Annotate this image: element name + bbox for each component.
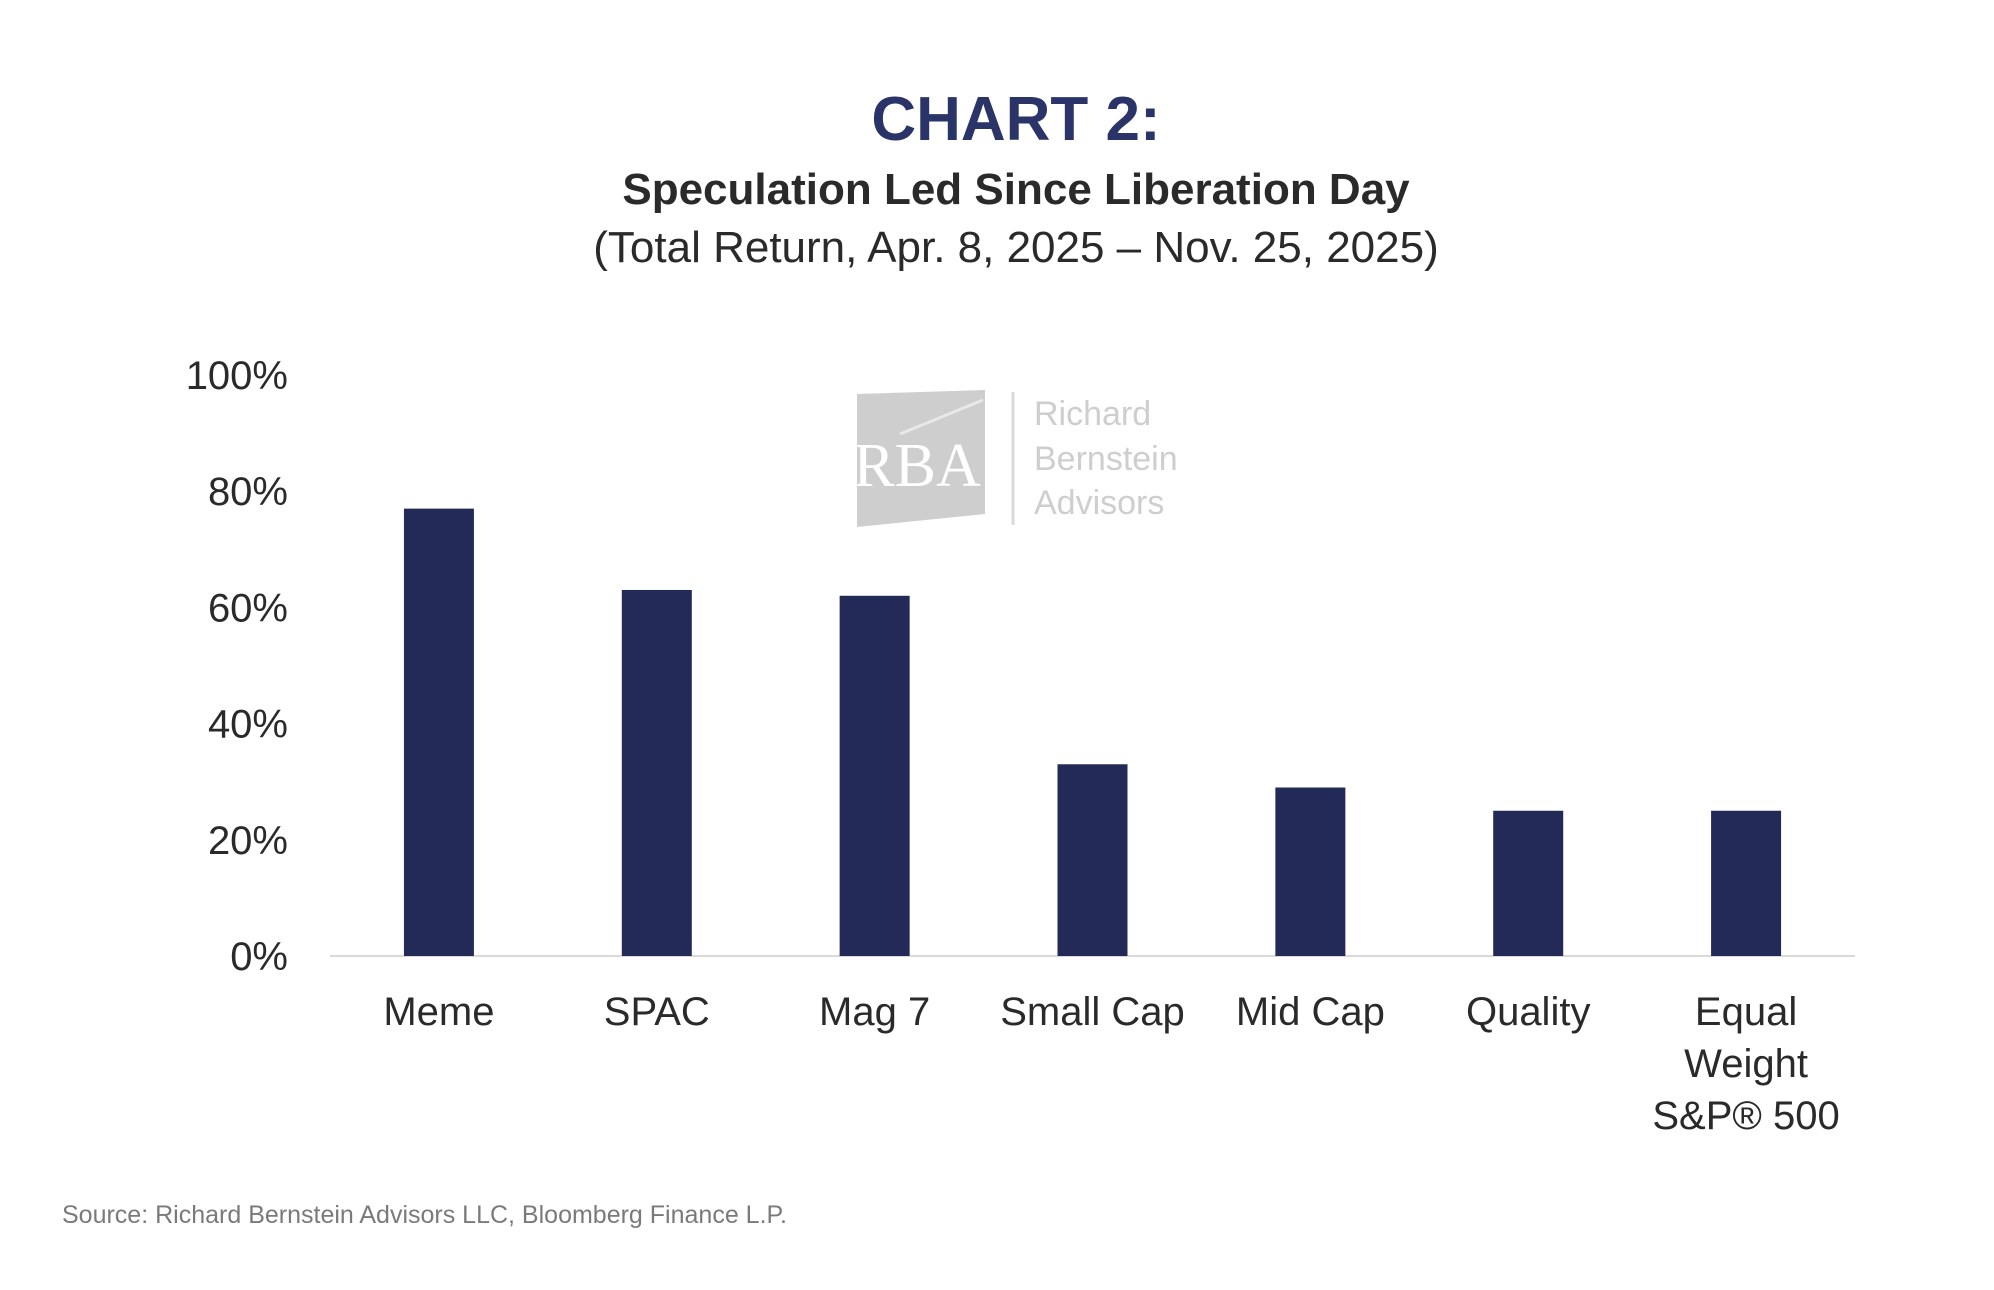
watermark-monogram-shape: [857, 390, 985, 527]
x-category-label: Small Cap: [1000, 990, 1185, 1034]
y-tick-label: 40%: [208, 703, 288, 747]
x-category-label: Quality: [1466, 990, 1591, 1034]
chart-date-range: (Total Return, Apr. 8, 2025 – Nov. 25, 2…: [593, 223, 1438, 272]
source-note: Source: Richard Bernstein Advisors LLC, …: [62, 1201, 787, 1229]
chart-title: CHART 2:: [871, 85, 1160, 154]
x-category-label: SPAC: [604, 990, 710, 1034]
x-axis-category-labels: Meme SPAC Mag 7 Small Cap Mid Cap Quality Equa…: [383, 990, 1839, 1138]
bar: [1493, 810, 1564, 956]
watermark-logo: RBA Richard Bernstein Advisors: [853, 390, 1178, 527]
bar-series: [403, 508, 1782, 956]
bar: [621, 589, 692, 956]
y-tick-label: 60%: [208, 586, 288, 630]
watermark-line-2: Bernstein: [1034, 440, 1178, 478]
watermark-line-3: Advisors: [1034, 484, 1164, 522]
watermark-line-1: Richard: [1034, 395, 1151, 433]
chart-subtitle: Speculation Led Since Liberation Day: [622, 165, 1410, 214]
y-axis-tick-labels: 0% 20% 40% 60% 80% 100%: [186, 354, 288, 979]
watermark-monogram-accent: [899, 398, 984, 436]
x-category-label: Mid Cap: [1236, 990, 1385, 1034]
y-tick-label: 20%: [208, 819, 288, 863]
watermark-monogram: RBA: [853, 432, 981, 500]
x-category-label: Meme: [383, 990, 494, 1034]
x-category-label: Mag 7: [819, 990, 930, 1034]
bar: [839, 595, 910, 956]
bar: [1711, 810, 1782, 956]
bar: [1057, 764, 1128, 956]
y-tick-label: 0%: [230, 935, 288, 979]
bar: [403, 508, 474, 956]
y-tick-label: 80%: [208, 470, 288, 514]
y-tick-label: 100%: [186, 354, 288, 398]
bar: [1275, 787, 1346, 956]
x-category-label: Equal Weight S&P® 500: [1652, 990, 1839, 1138]
